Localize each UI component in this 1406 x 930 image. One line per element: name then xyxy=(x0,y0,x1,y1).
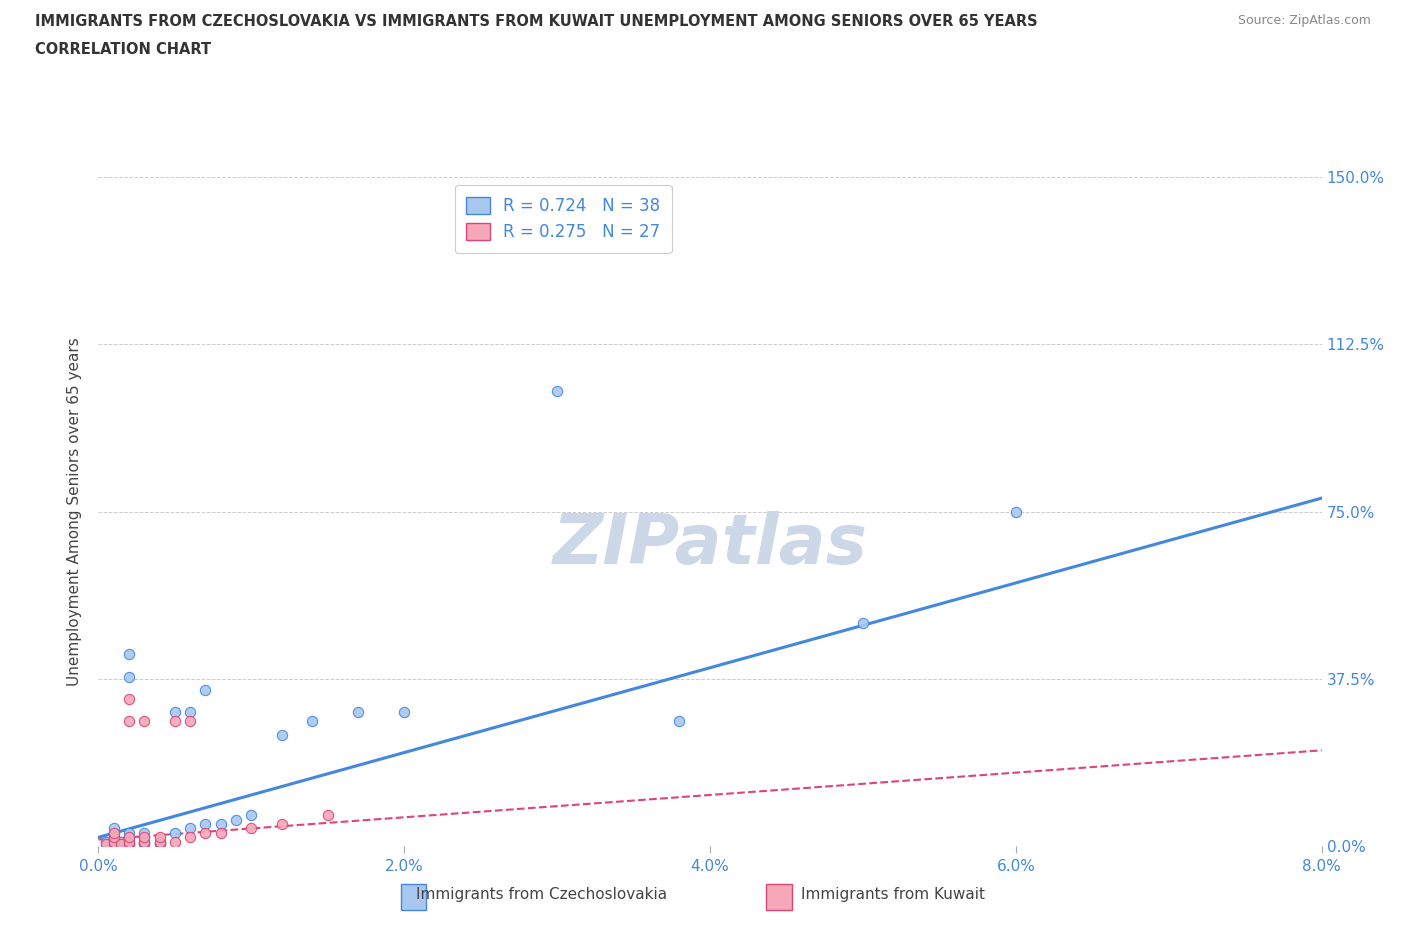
Point xyxy=(134,837,156,852)
Point xyxy=(163,714,186,729)
Point xyxy=(134,830,156,844)
Point xyxy=(179,714,201,729)
Point xyxy=(134,714,156,729)
Point xyxy=(134,830,156,844)
Point xyxy=(149,837,172,852)
Point xyxy=(118,837,141,852)
Point xyxy=(209,817,232,831)
Point xyxy=(118,692,141,707)
Point xyxy=(316,807,339,822)
Point xyxy=(103,826,125,841)
Point xyxy=(225,812,247,827)
Point xyxy=(852,616,875,631)
Point xyxy=(392,705,416,720)
Text: IMMIGRANTS FROM CZECHOSLOVAKIA VS IMMIGRANTS FROM KUWAIT UNEMPLOYMENT AMONG SENI: IMMIGRANTS FROM CZECHOSLOVAKIA VS IMMIGR… xyxy=(35,14,1038,29)
Text: CORRELATION CHART: CORRELATION CHART xyxy=(35,42,211,57)
Point xyxy=(209,826,232,841)
Point xyxy=(118,714,141,729)
Point xyxy=(179,705,201,720)
Y-axis label: Unemployment Among Seniors over 65 years: Unemployment Among Seniors over 65 years xyxy=(67,338,83,686)
Point xyxy=(94,837,117,852)
Point xyxy=(240,821,263,836)
Point xyxy=(163,826,186,841)
Point xyxy=(118,834,141,849)
Point xyxy=(110,834,132,849)
Point xyxy=(118,830,141,844)
Point xyxy=(179,830,201,844)
Point xyxy=(301,714,323,729)
Point xyxy=(103,826,125,841)
Point xyxy=(103,837,125,852)
Point xyxy=(149,830,172,844)
Point xyxy=(240,807,263,822)
Text: ZIPatlas: ZIPatlas xyxy=(553,512,868,578)
Point xyxy=(110,837,132,852)
Point xyxy=(118,826,141,841)
Point xyxy=(194,826,217,841)
Point xyxy=(546,383,568,398)
Point xyxy=(103,837,125,852)
Text: Source: ZipAtlas.com: Source: ZipAtlas.com xyxy=(1237,14,1371,27)
Point xyxy=(103,830,125,844)
Point xyxy=(118,670,141,684)
Point xyxy=(163,705,186,720)
Point xyxy=(149,834,172,849)
Text: Immigrants from Czechoslovakia: Immigrants from Czechoslovakia xyxy=(416,887,666,902)
Legend: R = 0.724   N = 38, R = 0.275   N = 27: R = 0.724 N = 38, R = 0.275 N = 27 xyxy=(454,185,672,253)
Point xyxy=(110,837,132,852)
Point xyxy=(668,714,690,729)
Point xyxy=(149,834,172,849)
Point xyxy=(347,705,370,720)
Point xyxy=(103,821,125,836)
Point xyxy=(134,834,156,849)
Point xyxy=(194,683,217,698)
Point xyxy=(94,837,117,852)
Text: Immigrants from Kuwait: Immigrants from Kuwait xyxy=(801,887,984,902)
Point xyxy=(94,834,117,849)
Point xyxy=(134,826,156,841)
Point xyxy=(194,817,217,831)
Point xyxy=(134,837,156,852)
Point xyxy=(163,834,186,849)
Point xyxy=(270,727,294,742)
Point xyxy=(103,830,125,844)
Point xyxy=(1004,504,1026,519)
Point xyxy=(118,837,141,852)
Point xyxy=(118,830,141,844)
Point xyxy=(103,834,125,849)
Point xyxy=(179,821,201,836)
Point xyxy=(149,837,172,852)
Point xyxy=(103,834,125,849)
Point xyxy=(118,647,141,662)
Point xyxy=(118,834,141,849)
Point xyxy=(270,817,294,831)
Point xyxy=(134,834,156,849)
